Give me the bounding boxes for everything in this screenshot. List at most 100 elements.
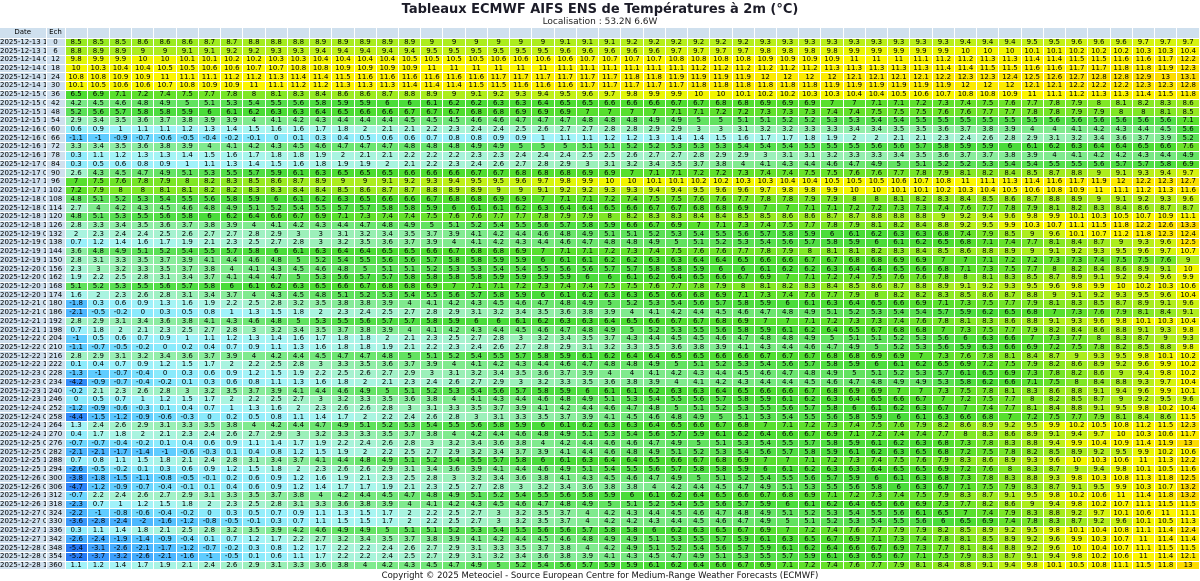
temp-cell: 3 <box>398 404 422 414</box>
temp-cell: 11.2 <box>932 55 955 65</box>
temp-cell: 4.6 <box>732 308 755 318</box>
temp-cell: 5.3 <box>843 116 866 126</box>
temp-cell: 1.2 <box>87 238 110 248</box>
temp-cell: 7.1 <box>798 456 822 466</box>
ech-cell: 192 <box>46 317 66 327</box>
temp-cell: 1.4 <box>309 482 333 492</box>
temp-cell: 1.1 <box>287 552 311 562</box>
temp-cell: 8.5 <box>1021 168 1044 178</box>
temp-cell: 6.7 <box>932 404 955 414</box>
temp-cell: 3.9 <box>442 534 466 545</box>
temp-cell: 10.1 <box>65 81 88 91</box>
temp-cell: 2.5 <box>176 325 199 335</box>
temp-cell: 9 <box>1043 290 1067 301</box>
temp-cell: 5 <box>554 142 577 152</box>
temp-cell: 9 <box>1021 247 1044 257</box>
temp-cell: 4.8 <box>865 378 889 388</box>
temp-cell: 4.7 <box>531 116 555 126</box>
temp-cell: 8 <box>865 194 889 205</box>
temp-cell: 7.6 <box>954 107 978 117</box>
date-cell: 2025-12-14 00Z <box>0 55 47 65</box>
temp-cell: 7.2 <box>598 247 622 257</box>
temp-cell: 2.4 <box>398 412 422 423</box>
temp-cell: 8.6 <box>1043 386 1067 396</box>
temp-cell: 0.2 <box>220 412 244 423</box>
member-column-header <box>998 28 1022 39</box>
temp-cell: 7.3 <box>754 107 778 117</box>
temp-cell: 10.2 <box>1176 351 1200 362</box>
temp-cell: 5.4 <box>509 491 533 501</box>
table-header-row: Date Ech <box>0 28 1200 39</box>
temp-cell: 0.7 <box>220 343 244 353</box>
temp-cell: 2.3 <box>220 238 244 248</box>
temp-cell: 2.2 <box>87 273 110 283</box>
temp-cell: 5.4 <box>865 517 889 527</box>
temp-cell: 8.6 <box>865 282 889 292</box>
ech-cell: 30 <box>46 81 66 91</box>
temp-cell: 4.5 <box>598 473 622 484</box>
temp-cell: 4.1 <box>732 343 755 353</box>
temp-cell: 4.3 <box>220 317 244 327</box>
forecast-row: 2025-12-26 18Z318-2.30.711.21.51.822.32.… <box>0 500 1200 510</box>
temp-cell: 4.9 <box>598 534 622 545</box>
temp-cell: 3.9 <box>509 404 533 414</box>
temp-cell: 6 <box>776 500 800 510</box>
temp-cell: 10.4 <box>976 186 1000 196</box>
temp-cell: 11.9 <box>1154 439 1178 449</box>
temp-cell: 7.6 <box>954 203 978 213</box>
temp-cell: 9 <box>932 212 955 222</box>
temp-cell: 11 <box>465 64 488 74</box>
temp-cell: 4.8 <box>198 203 222 213</box>
temp-cell: 5.7 <box>487 456 511 466</box>
temp-cell: 6.8 <box>954 238 978 248</box>
temp-cell: 4.5 <box>420 561 444 571</box>
temp-cell: 5.6 <box>354 317 377 327</box>
temp-cell: 1.9 <box>287 369 311 379</box>
temp-cell: 5.4 <box>887 308 911 318</box>
forecast-row: 2025-12-18 18Z1262.83.33.43.53.63.73.83.… <box>0 221 1200 231</box>
date-cell: 2025-12-25 18Z <box>0 465 47 475</box>
temp-cell: 4.5 <box>687 517 711 527</box>
temp-cell: 5.4 <box>665 299 689 309</box>
temp-cell: 7.7 <box>887 168 911 178</box>
temp-cell: 4.8 <box>65 212 88 222</box>
temp-cell: 9 <box>1065 465 1089 475</box>
temp-cell: 10.6 <box>198 64 222 74</box>
temp-cell: 11.4 <box>442 81 466 91</box>
temp-cell: 0.1 <box>131 465 155 475</box>
temp-cell: 4.2 <box>442 500 466 510</box>
temp-cell: 6.9 <box>732 317 755 327</box>
temp-cell: 9.3 <box>1154 194 1178 205</box>
temp-cell: 5.9 <box>509 290 533 301</box>
temp-cell: 2.4 <box>531 151 555 161</box>
temp-cell: 8.8 <box>932 221 955 231</box>
temp-cell: 7.3 <box>932 99 955 109</box>
temp-cell: 1.4 <box>242 160 266 170</box>
temp-cell: 2.8 <box>531 160 555 170</box>
temp-cell: 2.2 <box>87 491 110 501</box>
temp-cell: 2.2 <box>354 543 377 553</box>
temp-cell: 6.3 <box>820 395 844 405</box>
temp-cell: 6.9 <box>709 290 733 301</box>
temp-cell: 5.5 <box>620 465 644 475</box>
temp-cell: 10.4 <box>109 64 133 74</box>
temp-cell: 5.8 <box>798 447 822 457</box>
temp-cell: 11.5 <box>331 72 355 83</box>
temp-cell: 5.2 <box>109 194 133 205</box>
temp-cell: 5.4 <box>754 238 778 248</box>
temp-cell: 5.1 <box>865 334 889 344</box>
temp-cell: 1.4 <box>265 334 288 344</box>
temp-cell: 7.9 <box>843 290 866 301</box>
temp-cell: 6.5 <box>576 99 600 109</box>
temp-cell: 5.5 <box>798 142 822 152</box>
temp-cell: 5.5 <box>932 116 955 126</box>
temp-cell: 10.4 <box>331 55 355 65</box>
temp-cell: 7.6 <box>865 168 889 178</box>
temp-cell: 4.1 <box>687 378 711 388</box>
temp-cell: 9.8 <box>1110 465 1133 475</box>
temp-cell: 4.5 <box>287 142 311 152</box>
temp-cell: 0.8 <box>265 412 288 423</box>
temp-cell: 8.2 <box>887 290 911 301</box>
temp-cell: 2.2 <box>309 369 333 379</box>
temp-cell: 5.9 <box>509 421 533 431</box>
